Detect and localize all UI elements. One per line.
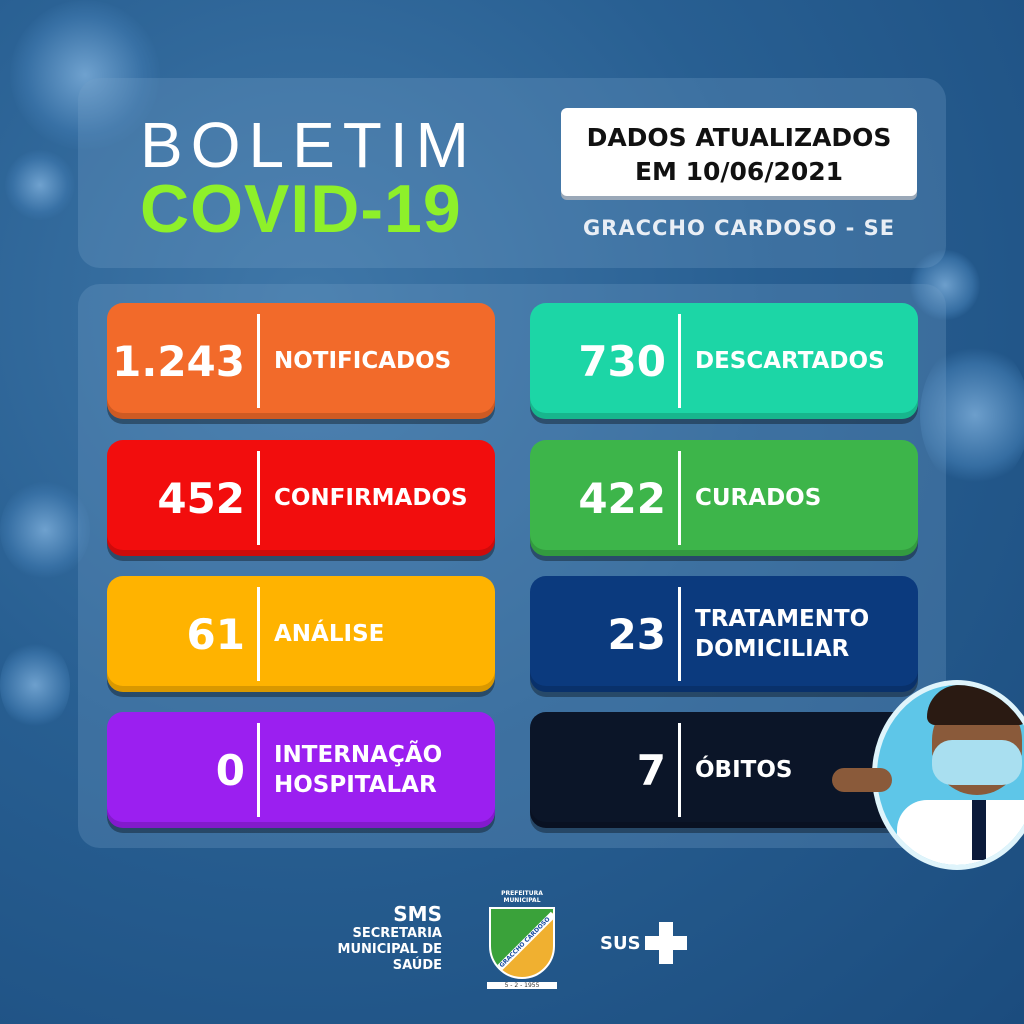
stat-card-internação: 0 INTERNAÇÃO HOSPITALAR bbox=[107, 712, 495, 828]
stat-label: INTERNAÇÃO HOSPITALAR bbox=[260, 740, 442, 800]
title-boletim: BOLETIM bbox=[140, 109, 477, 181]
stat-label: DESCARTADOS bbox=[681, 346, 885, 376]
label-line: DOMICILIAR bbox=[695, 636, 850, 662]
label-line: TRATAMENTO bbox=[695, 606, 870, 632]
stat-value: 1.243 bbox=[112, 336, 245, 386]
divider bbox=[257, 723, 260, 817]
sms-line: SAÚDE bbox=[392, 958, 442, 973]
stat-label: TRATAMENTO DOMICILIAR bbox=[681, 604, 869, 664]
divider bbox=[257, 314, 260, 408]
virus-decoration bbox=[5, 150, 75, 220]
date-line2: EM 10/06/2021 bbox=[634, 157, 844, 186]
label-line: INTERNAÇÃO bbox=[274, 742, 443, 768]
stat-value: 7 bbox=[636, 745, 666, 795]
virus-decoration bbox=[920, 340, 1024, 490]
date-line1: DADOS ATUALIZADOS bbox=[586, 123, 892, 152]
stat-value: 452 bbox=[157, 473, 245, 523]
stat-card-tratamento: 23 TRATAMENTO DOMICILIAR bbox=[530, 576, 918, 692]
stat-card-confirmados: 452 CONFIRMADOS bbox=[107, 440, 495, 556]
label-line: ANÁLISE bbox=[274, 621, 385, 647]
sms-title: SMS bbox=[393, 902, 442, 926]
divider bbox=[257, 451, 260, 545]
virus-decoration bbox=[910, 250, 980, 320]
sus-text: SUS bbox=[600, 932, 641, 954]
stat-card-descartados: 730 DESCARTADOS bbox=[530, 303, 918, 419]
label-line: ÓBITOS bbox=[695, 757, 793, 783]
virus-decoration bbox=[0, 480, 90, 580]
divider bbox=[678, 451, 681, 545]
crest-name: GRACCHO CARDOSO bbox=[494, 911, 553, 974]
stat-label: ÓBITOS bbox=[681, 755, 792, 785]
stat-value: 422 bbox=[578, 473, 666, 523]
stat-card-curados: 422 CURADOS bbox=[530, 440, 918, 556]
municipal-crest: PREFEITURA MUNICIPAL GRACCHO CARDOSO 5 -… bbox=[482, 890, 562, 990]
label-line: HOSPITALAR bbox=[274, 772, 437, 798]
date-box: DADOS ATUALIZADOS EM 10/06/2021 bbox=[561, 108, 917, 196]
label-line: NOTIFICADOS bbox=[274, 348, 452, 374]
sus-logo: SUS bbox=[600, 922, 687, 964]
sms-line: MUNICIPAL DE bbox=[337, 942, 442, 957]
stat-value: 23 bbox=[607, 609, 666, 659]
crest-top-text: PREFEITURA MUNICIPAL bbox=[501, 890, 543, 904]
virus-decoration bbox=[10, 0, 160, 150]
stat-label: ANÁLISE bbox=[260, 619, 384, 649]
city-label: GRACCHO CARDOSO - SE bbox=[582, 216, 896, 240]
virus-decoration bbox=[0, 640, 70, 730]
label-line: CURADOS bbox=[695, 485, 822, 511]
stat-label: NOTIFICADOS bbox=[260, 346, 451, 376]
stat-value: 61 bbox=[186, 609, 245, 659]
stat-label: CONFIRMADOS bbox=[260, 483, 468, 513]
sus-cross-icon bbox=[644, 922, 687, 964]
stat-value: 730 bbox=[578, 336, 666, 386]
sms-logo: SMS SECRETARIA MUNICIPAL DE SAÚDE bbox=[330, 902, 442, 974]
divider bbox=[678, 587, 681, 681]
title-covid: COVID-19 bbox=[140, 171, 462, 247]
divider bbox=[257, 587, 260, 681]
divider bbox=[678, 314, 681, 408]
doctor-hand bbox=[832, 768, 892, 792]
label-line: DESCARTADOS bbox=[695, 348, 885, 374]
stat-label: CURADOS bbox=[681, 483, 821, 513]
crest-date: 5 - 2 - 1955 bbox=[487, 982, 557, 989]
stat-card-notificados: 1.243 NOTIFICADOS bbox=[107, 303, 495, 419]
stat-card-análise: 61 ANÁLISE bbox=[107, 576, 495, 692]
stat-value: 0 bbox=[215, 745, 245, 795]
label-line: CONFIRMADOS bbox=[274, 485, 468, 511]
divider bbox=[678, 723, 681, 817]
sms-line: SECRETARIA bbox=[352, 926, 442, 941]
